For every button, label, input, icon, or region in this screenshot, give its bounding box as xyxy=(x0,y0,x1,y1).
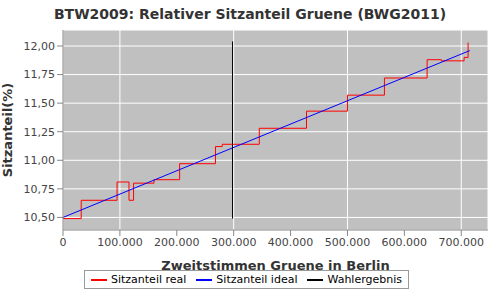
svg-text:11,50: 11,50 xyxy=(24,97,56,110)
svg-text:300.000: 300.000 xyxy=(211,236,257,249)
svg-text:10,50: 10,50 xyxy=(24,211,56,224)
svg-text:200.000: 200.000 xyxy=(154,236,200,249)
html-text:BTW2009: Relativer Sitzanteil: BTW2009: Relativer Sitzanteil Gruene (BW… xyxy=(53,6,446,22)
svg-text:10,75: 10,75 xyxy=(24,183,56,196)
svg-text:500.000: 500.000 xyxy=(325,236,371,249)
html-text:Sitzanteil ideal: Sitzanteil ideal xyxy=(216,273,298,286)
svg-text:100.000: 100.000 xyxy=(97,236,143,249)
svg-text:11,00: 11,00 xyxy=(24,154,56,167)
svg-text:0: 0 xyxy=(60,236,67,249)
svg-text:Zweitstimmen Gruene in Berlin: Zweitstimmen Gruene in Berlin xyxy=(161,258,389,273)
svg-text:400.000: 400.000 xyxy=(268,236,314,249)
html-text:Sitzanteil real: Sitzanteil real xyxy=(111,273,187,286)
svg-text:Sitzanteil(%): Sitzanteil(%) xyxy=(8,83,15,177)
svg-text:11,25: 11,25 xyxy=(24,126,56,139)
svg-text:11,75: 11,75 xyxy=(24,68,56,81)
svg-text:700.000: 700.000 xyxy=(439,236,485,249)
svg-text:12,00: 12,00 xyxy=(24,40,56,53)
html-text:Wahlergebnis: Wahlergebnis xyxy=(327,273,402,286)
svg-text:600.000: 600.000 xyxy=(382,236,428,249)
